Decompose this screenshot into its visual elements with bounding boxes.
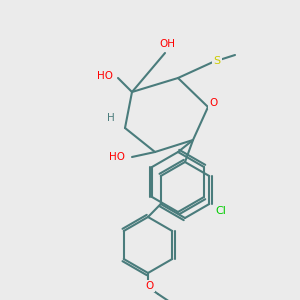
Text: O: O	[209, 98, 217, 108]
Text: H: H	[107, 113, 115, 123]
Text: HO: HO	[97, 71, 113, 81]
Text: O: O	[146, 281, 154, 291]
Text: OH: OH	[159, 39, 175, 49]
Text: HO: HO	[109, 152, 125, 162]
Text: Cl: Cl	[216, 206, 227, 216]
Text: S: S	[213, 56, 220, 66]
